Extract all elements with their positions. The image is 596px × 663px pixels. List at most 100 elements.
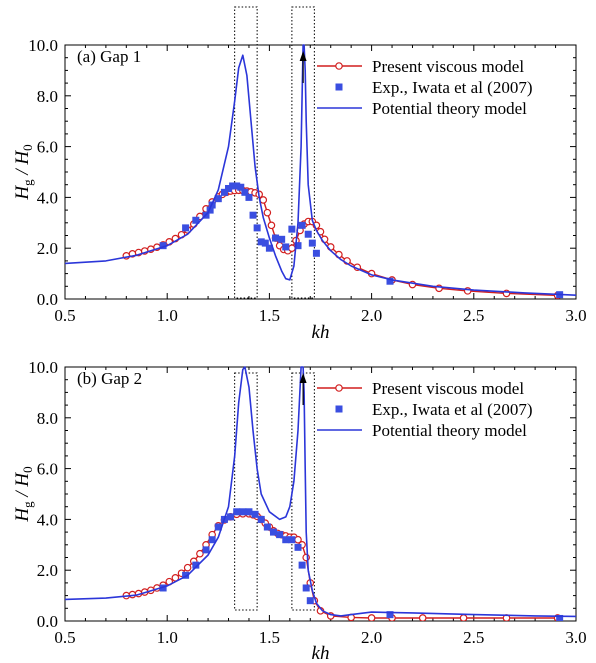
experiment-point <box>265 244 273 252</box>
y-tick-label: 8.0 <box>37 87 58 106</box>
y-axis-label-part: H <box>12 507 33 523</box>
experiment-point <box>233 508 241 516</box>
experiment-point <box>257 515 265 523</box>
experiment-point <box>208 536 216 544</box>
viscous-model-point <box>263 208 272 217</box>
experiment-point <box>278 235 286 243</box>
experiment-point <box>192 561 200 569</box>
y-tick-label: 6.0 <box>37 460 58 479</box>
experiment-point <box>159 242 167 250</box>
x-tick-label: 2.0 <box>361 306 382 325</box>
experiment-point <box>192 216 200 224</box>
experiment-point <box>225 185 233 193</box>
y-axis-label-part: / H <box>12 150 33 180</box>
x-axis-label: kh <box>312 322 330 343</box>
potential-theory-line <box>65 366 576 618</box>
experiment-point <box>288 225 296 233</box>
plot-area <box>65 366 576 621</box>
y-tick-label: 2.0 <box>37 561 58 580</box>
experiment-point <box>304 230 312 238</box>
x-axis-label: kh <box>312 643 330 663</box>
viscous-model-point <box>259 196 268 204</box>
experiment-point <box>239 508 247 516</box>
viscous-model-point <box>183 563 192 572</box>
experiment-point <box>241 188 249 196</box>
x-tick-label: 1.5 <box>259 306 280 325</box>
viscous-model-point <box>288 244 296 253</box>
y-tick-label: 4.0 <box>37 188 58 207</box>
x-tick-label: 2.0 <box>361 628 382 647</box>
dotted-highlight-box <box>291 372 315 611</box>
experiment-point <box>182 571 190 579</box>
legend-experiment-marker <box>335 405 343 413</box>
y-axis-label-part: H <box>12 185 33 201</box>
y-axis-label-part: / H <box>12 472 33 502</box>
experiment-point <box>312 249 320 257</box>
experiment-point <box>261 239 269 247</box>
y-tick-label: 10.0 <box>28 358 58 377</box>
y-tick-label: 4.0 <box>37 510 58 529</box>
experiment-point <box>214 195 222 203</box>
experiment-point <box>263 523 271 531</box>
experiment-point <box>182 224 190 232</box>
experiment-point <box>308 239 316 247</box>
viscous-model-point <box>418 614 427 621</box>
y-axis-label-subscript: 0 <box>20 144 35 151</box>
experiment-point <box>298 221 306 229</box>
y-axis-label-subscript: 0 <box>20 466 35 473</box>
y-tick-label: 0.0 <box>37 290 58 309</box>
experiment-point <box>556 614 564 621</box>
y-axis-label-subscript: g <box>20 179 35 186</box>
y-tick-label: 10.0 <box>28 36 58 55</box>
dotted-highlight-box <box>234 6 258 299</box>
legend-label-viscous: Present viscous model <box>372 57 524 76</box>
peak-arrow-head <box>299 373 307 383</box>
experiment-point <box>282 243 290 251</box>
legend-label-potential: Potential theory model <box>372 99 527 118</box>
experiment-point <box>257 238 265 246</box>
potential-theory-line <box>65 44 576 296</box>
viscous-model-point <box>367 614 376 621</box>
experiment-point <box>249 211 257 219</box>
viscous-model-point <box>267 221 276 230</box>
panel-label: (a) Gap 1 <box>77 47 141 66</box>
experiment-point <box>253 224 261 232</box>
experiment-point <box>159 584 167 592</box>
experiment-point <box>229 182 237 190</box>
panel-label: (b) Gap 2 <box>77 369 142 388</box>
viscous-model-line <box>126 189 558 297</box>
y-tick-label: 2.0 <box>37 239 58 258</box>
experiment-point <box>269 528 277 536</box>
experiment-point <box>206 206 214 214</box>
experiment-point <box>298 561 306 569</box>
experiment-point <box>294 242 302 250</box>
legend-viscous-marker <box>335 384 343 392</box>
experiment-point <box>245 508 253 516</box>
experiment-point <box>386 277 394 285</box>
x-tick-label: 2.5 <box>463 306 484 325</box>
legend-label-experiment: Exp., Iwata et al (2007) <box>372 400 533 419</box>
y-axis-label: Hg / H0 <box>12 466 35 522</box>
experiment-point <box>386 611 394 619</box>
experiment-point <box>233 182 241 190</box>
experiment-point <box>276 531 284 539</box>
x-tick-label: 1.0 <box>157 628 178 647</box>
x-tick-label: 1.5 <box>259 628 280 647</box>
x-tick-label: 1.0 <box>157 306 178 325</box>
y-tick-label: 8.0 <box>37 409 58 428</box>
plot-area <box>65 44 576 299</box>
experiment-point <box>214 523 222 531</box>
experiment-point <box>251 510 259 518</box>
experiment-point <box>288 536 296 544</box>
y-tick-label: 0.0 <box>37 612 58 631</box>
legend-label-viscous: Present viscous model <box>372 379 524 398</box>
peak-arrow-head <box>299 51 307 61</box>
experiment-point <box>227 513 235 521</box>
x-tick-label: 2.5 <box>463 628 484 647</box>
experiment-point <box>282 536 290 544</box>
y-axis-label-subscript: g <box>20 501 35 508</box>
y-axis-label: Hg / H0 <box>12 144 35 200</box>
experiment-point <box>272 234 280 242</box>
experiment-point <box>245 193 253 201</box>
